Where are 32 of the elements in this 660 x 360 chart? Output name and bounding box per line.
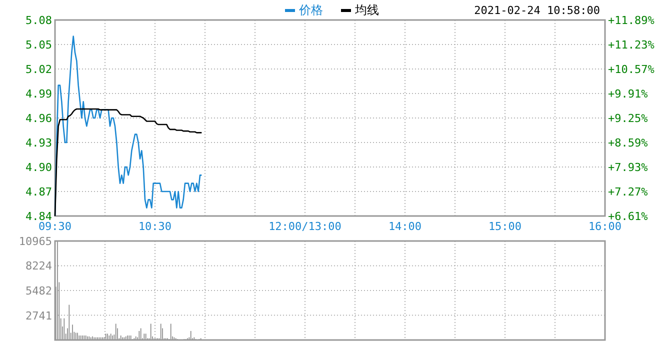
y2-tick-label: +11.23% [608,38,655,52]
x-tick-label: 16:00 [588,220,622,233]
y-tick-label: 4.99 [26,88,52,100]
y2-tick-label: +9.25% [608,112,648,125]
y-tick-label: 5.05 [26,38,52,52]
y2-tick-label: +9.91% [608,88,648,100]
x-tick-label: 14:00 [388,220,422,233]
x-tick-label: 10:30 [138,220,172,233]
y-tick-label: 4.96 [26,112,52,125]
y-tick-label: 5.08 [26,14,52,27]
chart-subtitle: 2021-02-24 10:58:00 [474,4,600,17]
legend-label: 价格 [298,3,323,17]
y2-tick-label: +7.93% [608,161,648,174]
x-tick-label: 09:30 [38,220,72,233]
y2-tick-label: +8.59% [608,136,648,150]
y-tick-label: 8224 [26,260,52,273]
legend-label: 均线 [354,3,379,17]
y-tick-label: 4.90 [26,161,52,174]
y-tick-label: 4.87 [26,186,52,198]
y2-tick-label: +10.57% [608,63,655,76]
y-tick-label: 2741 [26,309,52,322]
y2-tick-label: +6.61% [608,210,648,223]
x-tick-label: 15:00 [488,220,522,233]
y-tick-label: 5482 [26,284,52,298]
x-tick-label: 12:00/13:00 [268,220,342,233]
y-tick-label: 4.93 [26,136,52,150]
y-tick-label: 4.84 [26,210,52,223]
line-series [54,108,202,217]
y-tick-label: 5.02 [26,63,52,76]
y-tick-label: 10965 [18,235,52,248]
y2-tick-label: +11.89% [608,14,655,27]
y2-tick-label: +7.27% [608,186,648,198]
